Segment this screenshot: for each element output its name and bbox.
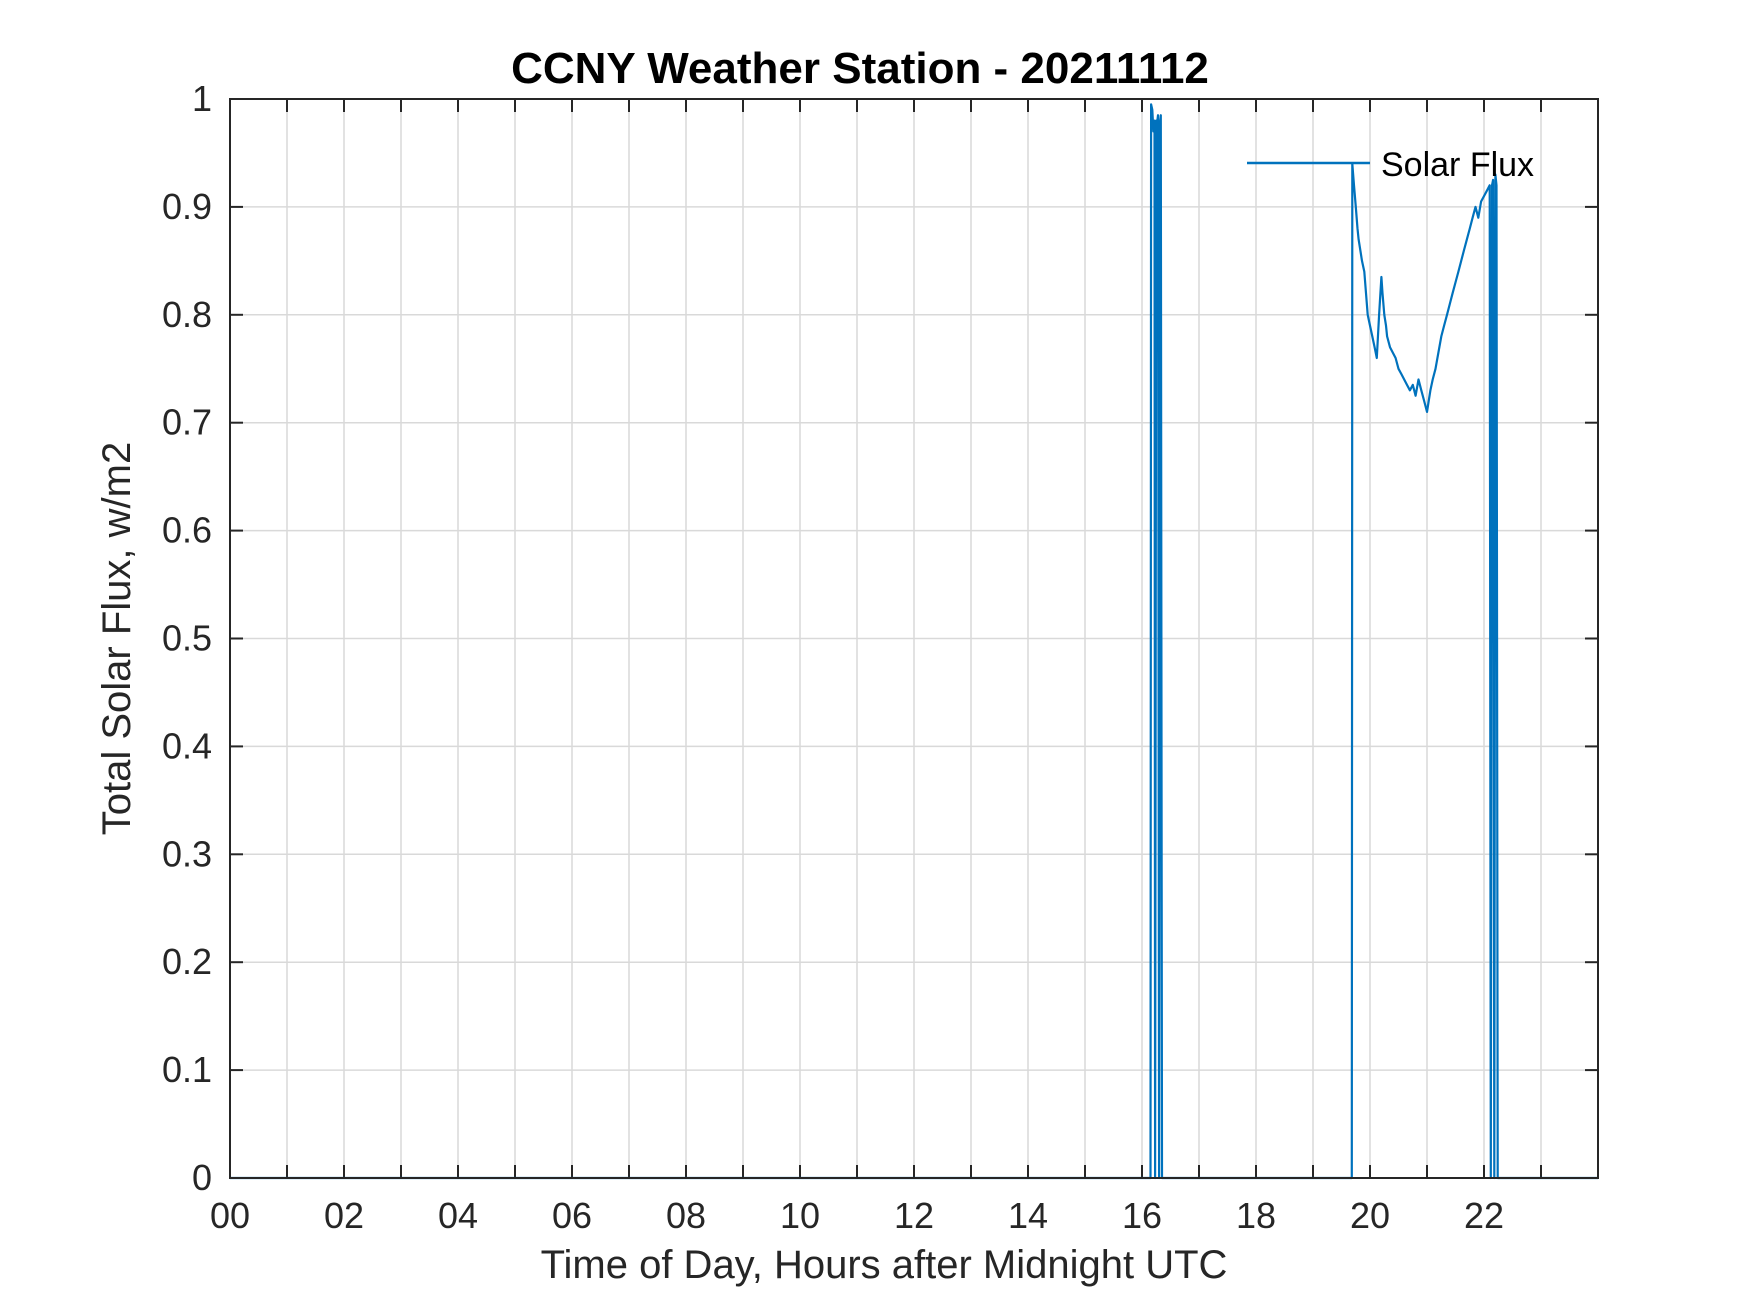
y-tick-label: 0.7 <box>162 402 212 443</box>
grid-lines <box>230 99 1598 1178</box>
x-tick-label: 06 <box>552 1195 592 1236</box>
x-tick-label: 00 <box>210 1195 250 1236</box>
x-axis-label: Time of Day, Hours after Midnight UTC <box>541 1243 1228 1287</box>
chart-title: CCNY Weather Station - 20211112 <box>511 44 1209 93</box>
y-tick-label: 0.1 <box>162 1049 212 1090</box>
x-tick-label: 10 <box>780 1195 820 1236</box>
x-tick-label: 12 <box>894 1195 934 1236</box>
x-tick-label: 22 <box>1464 1195 1504 1236</box>
x-tick-label: 18 <box>1236 1195 1276 1236</box>
axis-ticks <box>230 98 1598 1179</box>
y-tick-label: 0 <box>192 1157 212 1198</box>
axes-box <box>229 98 1599 1179</box>
y-tick-label: 0.9 <box>162 186 212 227</box>
y-tick-label: 0.6 <box>162 510 212 551</box>
y-tick-labels: 0 0.1 0.2 0.3 0.4 0.5 0.6 0.7 0.8 0.9 1 <box>162 78 212 1198</box>
x-tick-label: 20 <box>1350 1195 1390 1236</box>
legend: Solar Flux <box>1247 146 1534 184</box>
y-tick-label: 0.8 <box>162 294 212 335</box>
y-tick-label: 0.4 <box>162 725 212 766</box>
y-tick-label: 0.2 <box>162 941 212 982</box>
x-tick-labels: 00 02 04 06 08 10 12 14 16 18 20 22 <box>210 1195 1504 1236</box>
x-tick-label: 16 <box>1122 1195 1162 1236</box>
y-tick-label: 0.5 <box>162 618 212 659</box>
x-tick-label: 04 <box>438 1195 478 1236</box>
y-axis-label: Total Solar Flux, w/m2 <box>95 442 139 835</box>
legend-label-solar-flux: Solar Flux <box>1381 146 1534 184</box>
y-tick-label: 0.3 <box>162 833 212 874</box>
y-tick-label: 1 <box>192 78 212 119</box>
x-tick-label: 14 <box>1008 1195 1048 1236</box>
x-tick-label: 02 <box>324 1195 364 1236</box>
x-tick-label: 08 <box>666 1195 706 1236</box>
